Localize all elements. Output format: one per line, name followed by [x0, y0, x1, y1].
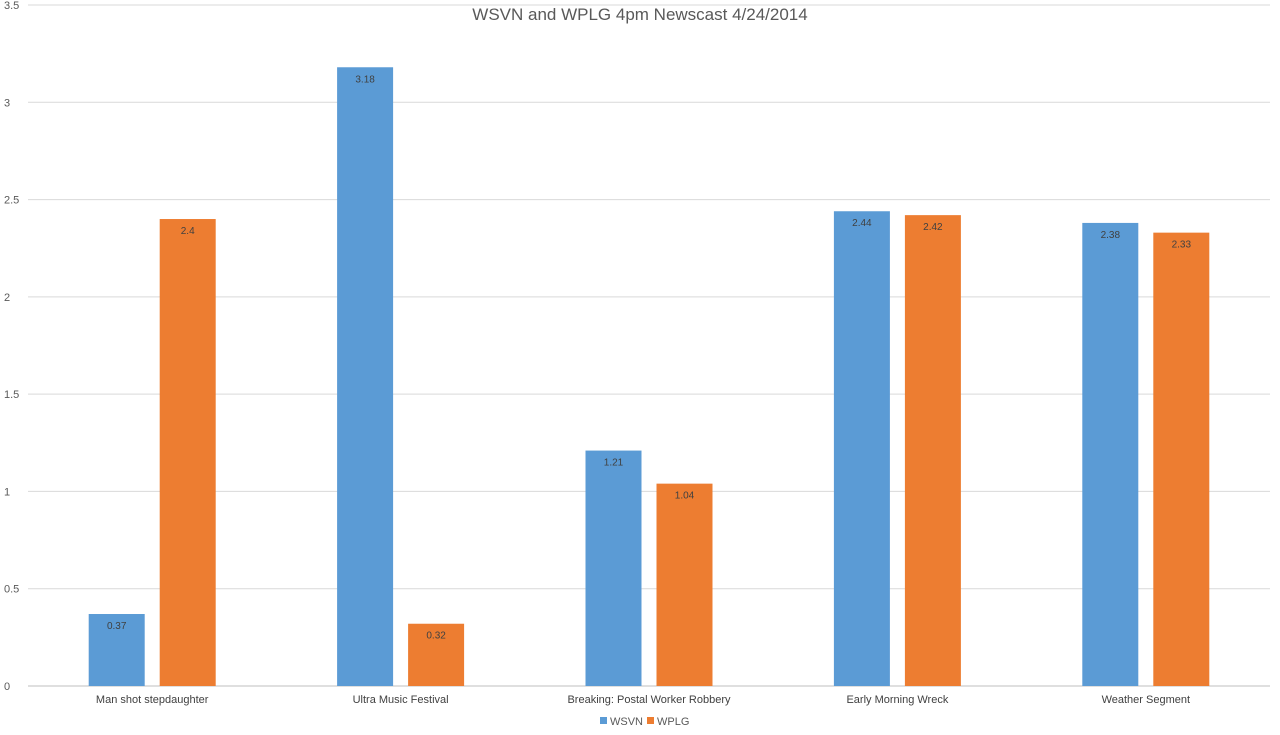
bar-wplg: [656, 483, 713, 686]
bar-wplg: [408, 623, 465, 686]
data-label: 3.18: [355, 74, 375, 85]
data-label: 2.38: [1101, 230, 1121, 241]
y-tick-label: 1: [4, 486, 10, 498]
y-tick-label: 2: [4, 292, 10, 304]
bars: [88, 67, 1210, 687]
bar-wplg: [904, 215, 961, 686]
y-tick-label: 3.5: [4, 0, 19, 12]
legend-label: WSVN: [610, 716, 643, 728]
legend-swatch: [600, 717, 607, 724]
legend-label: WPLG: [657, 716, 689, 728]
y-tick-label: 1.5: [4, 389, 19, 401]
data-label: 2.33: [1172, 240, 1192, 251]
data-label: 0.32: [426, 631, 446, 642]
x-category-label: Ultra Music Festival: [353, 694, 449, 706]
bar-wsvn: [833, 211, 890, 686]
data-label: 1.04: [675, 491, 695, 502]
data-label: 0.37: [107, 621, 127, 632]
x-category-label: Breaking: Postal Worker Robbery: [567, 694, 731, 706]
gridlines: [28, 4, 1270, 687]
bar-wsvn: [1082, 222, 1139, 687]
x-axis-categories: Man shot stepdaughter Ultra Music Festiva…: [96, 694, 1190, 706]
y-tick-label: 2.5: [4, 195, 19, 207]
x-category-label: Weather Segment: [1102, 694, 1190, 706]
data-label: 2.44: [852, 218, 872, 229]
bar-wplg: [1153, 232, 1210, 687]
legend: WSVN WPLG: [600, 716, 689, 728]
y-tick-label: 0.5: [4, 584, 19, 596]
x-category-label: Early Morning Wreck: [846, 694, 948, 706]
bar-wsvn: [337, 67, 394, 686]
bar-wplg: [159, 219, 216, 686]
data-label: 2.42: [923, 222, 943, 233]
y-axis-ticks: 0 0.5 1 1.5 2 2.5 3 3.5: [4, 0, 19, 693]
chart-title: WSVN and WPLG 4pm Newscast 4/24/2014: [472, 5, 807, 24]
data-label: 1.21: [604, 458, 624, 469]
y-tick-label: 3: [4, 97, 10, 109]
legend-swatch: [647, 717, 654, 724]
data-label: 2.4: [181, 226, 195, 237]
x-category-label: Man shot stepdaughter: [96, 694, 209, 706]
bar-wsvn: [585, 450, 642, 686]
data-labels: 0.37 2.4 3.18 0.32 1.21 1.04 2.44 2.42 2.38 2.33: [107, 74, 1192, 641]
bar-wsvn: [88, 614, 145, 686]
y-tick-label: 0: [4, 681, 10, 693]
